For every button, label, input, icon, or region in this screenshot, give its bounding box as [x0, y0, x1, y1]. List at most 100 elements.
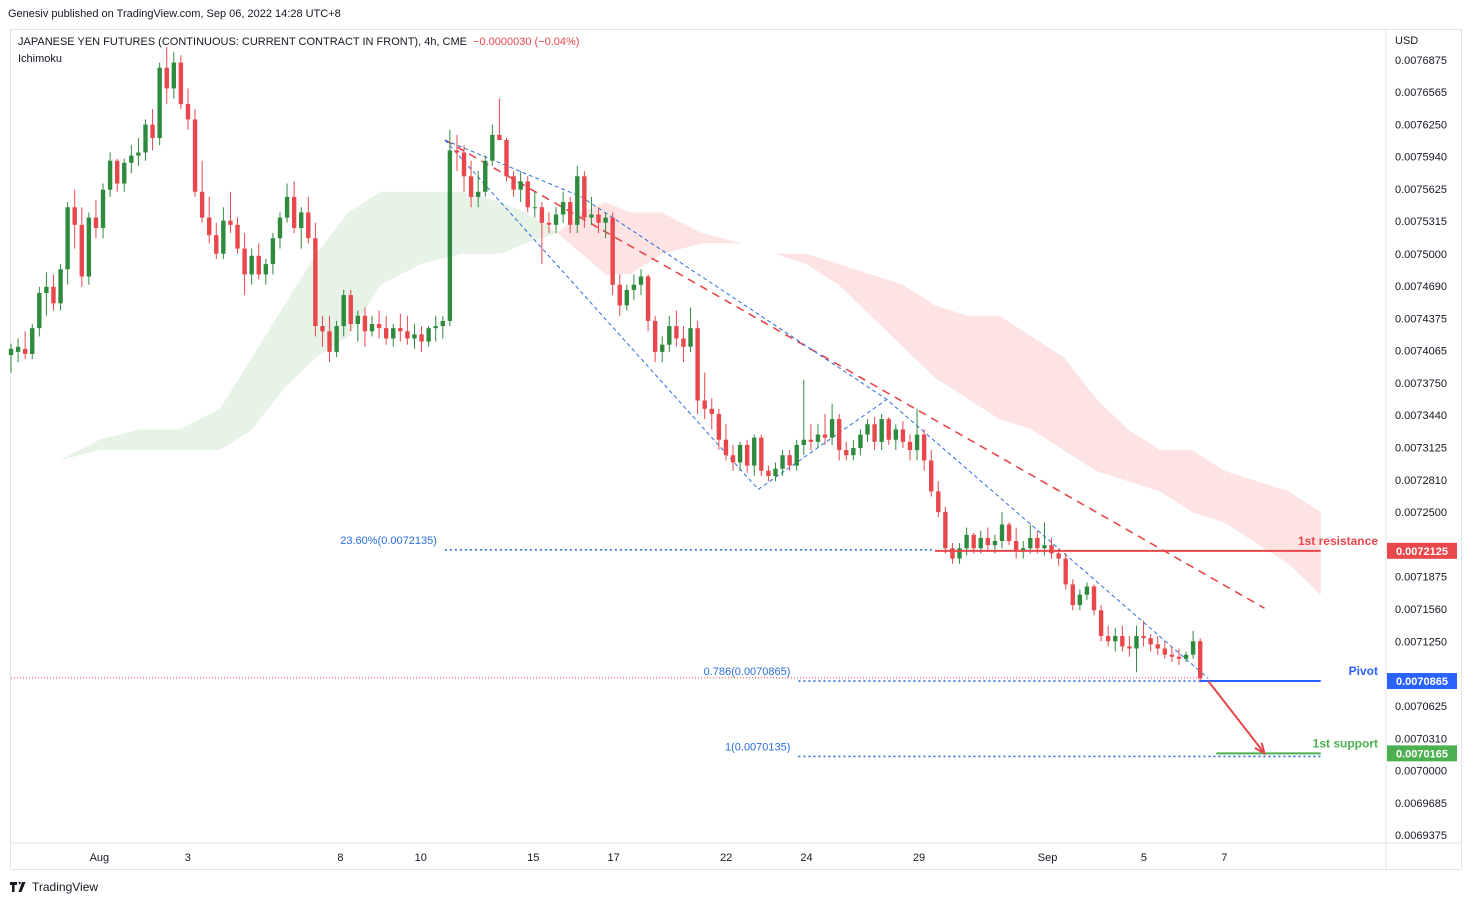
- candle-body[interactable]: [773, 468, 778, 476]
- candle-body[interactable]: [688, 328, 693, 347]
- candle-body[interactable]: [929, 460, 934, 492]
- candle-body[interactable]: [652, 320, 658, 352]
- candle-body[interactable]: [405, 331, 410, 339]
- candle-body[interactable]: [504, 140, 509, 177]
- candle-body[interactable]: [1042, 545, 1047, 549]
- candle-body[interactable]: [1190, 641, 1196, 655]
- candle-body[interactable]: [1197, 641, 1203, 679]
- candle-body[interactable]: [999, 524, 1005, 542]
- candle-body[interactable]: [461, 152, 467, 177]
- candle-body[interactable]: [815, 434, 821, 442]
- candle-body[interactable]: [801, 439, 806, 445]
- candle-body[interactable]: [150, 124, 155, 139]
- candle-body[interactable]: [291, 196, 297, 228]
- candle-body[interactable]: [114, 160, 120, 184]
- candle-body[interactable]: [100, 189, 106, 228]
- channel-line-lower[interactable]: [444, 139, 1209, 679]
- candle-body[interactable]: [143, 124, 148, 153]
- candle-body[interactable]: [1169, 654, 1175, 657]
- candle-body[interactable]: [858, 434, 863, 449]
- candle-body[interactable]: [44, 286, 49, 294]
- candle-body[interactable]: [985, 537, 991, 546]
- candle-body[interactable]: [299, 212, 304, 228]
- candle-body[interactable]: [518, 181, 523, 190]
- candle-body[interactable]: [575, 176, 580, 225]
- candle-body[interactable]: [79, 224, 84, 277]
- candle-body[interactable]: [199, 191, 205, 218]
- footer-brand[interactable]: TradingView: [32, 880, 99, 894]
- candle-body[interactable]: [313, 238, 318, 327]
- candle-body[interactable]: [836, 419, 842, 451]
- candle-body[interactable]: [879, 419, 884, 442]
- candle-body[interactable]: [921, 434, 927, 461]
- candle-body[interactable]: [1035, 537, 1040, 549]
- candle-body[interactable]: [582, 176, 587, 218]
- candle-body[interactable]: [412, 334, 417, 339]
- candle-body[interactable]: [560, 202, 566, 215]
- candle-body[interactable]: [490, 134, 495, 161]
- candle-body[interactable]: [638, 276, 644, 285]
- candle-body[interactable]: [950, 548, 955, 559]
- candle-body[interactable]: [58, 269, 63, 304]
- candle-body[interactable]: [1113, 636, 1118, 642]
- candle-body[interactable]: [1162, 648, 1167, 655]
- candle-body[interactable]: [468, 176, 474, 197]
- candle-body[interactable]: [1183, 654, 1189, 659]
- candle-body[interactable]: [383, 328, 389, 339]
- candle-body[interactable]: [709, 408, 714, 414]
- candle-body[interactable]: [1155, 644, 1160, 649]
- candle-body[interactable]: [355, 315, 361, 325]
- candle-body[interactable]: [30, 328, 35, 354]
- candle-body[interactable]: [532, 207, 538, 209]
- candle-body[interactable]: [759, 437, 764, 471]
- indicator-label[interactable]: Ichimoku: [18, 53, 62, 65]
- candle-body[interactable]: [829, 419, 835, 438]
- candle-body[interactable]: [192, 119, 198, 192]
- candle-body[interactable]: [178, 62, 184, 104]
- candle-body[interactable]: [221, 220, 226, 254]
- candle-body[interactable]: [284, 196, 290, 218]
- candle-body[interactable]: [306, 212, 311, 239]
- candle-body[interactable]: [475, 191, 481, 197]
- candle-body[interactable]: [249, 255, 254, 275]
- candle-body[interactable]: [610, 217, 615, 285]
- candle-body[interactable]: [334, 326, 339, 352]
- candle-body[interactable]: [454, 150, 460, 153]
- candle-body[interactable]: [546, 222, 552, 225]
- candle-body[interactable]: [22, 348, 28, 354]
- candle-body[interactable]: [391, 328, 396, 339]
- candle-body[interactable]: [256, 255, 261, 275]
- candle-body[interactable]: [787, 455, 792, 466]
- candle-body[interactable]: [893, 429, 899, 440]
- candle-body[interactable]: [1148, 638, 1153, 645]
- candle-body[interactable]: [865, 424, 870, 435]
- candle-body[interactable]: [242, 248, 247, 275]
- candle-body[interactable]: [157, 67, 162, 139]
- candle-body[interactable]: [185, 103, 191, 120]
- candle-body[interactable]: [277, 217, 283, 239]
- candle-body[interactable]: [992, 541, 998, 546]
- candle-body[interactable]: [362, 315, 368, 332]
- candle-body[interactable]: [207, 217, 212, 236]
- candle-body[interactable]: [228, 220, 233, 225]
- candle-body[interactable]: [553, 214, 559, 225]
- candle-body[interactable]: [681, 338, 686, 347]
- candle-body[interactable]: [433, 326, 438, 329]
- candle-body[interactable]: [1006, 524, 1012, 542]
- candle-body[interactable]: [1049, 545, 1054, 554]
- candle-body[interactable]: [943, 512, 948, 549]
- candle-body[interactable]: [122, 162, 127, 184]
- candle-body[interactable]: [914, 434, 920, 451]
- candle-body[interactable]: [936, 491, 941, 513]
- candle-body[interactable]: [270, 238, 276, 265]
- candle-body[interactable]: [730, 455, 736, 463]
- candle-body[interactable]: [65, 207, 70, 270]
- candle-body[interactable]: [971, 534, 976, 549]
- candle-body[interactable]: [660, 344, 665, 352]
- candle-body[interactable]: [907, 441, 913, 451]
- candle-body[interactable]: [780, 455, 785, 469]
- candle-body[interactable]: [426, 328, 431, 342]
- candle-body[interactable]: [72, 207, 77, 225]
- candle-body[interactable]: [1176, 656, 1182, 659]
- candle-body[interactable]: [136, 152, 141, 156]
